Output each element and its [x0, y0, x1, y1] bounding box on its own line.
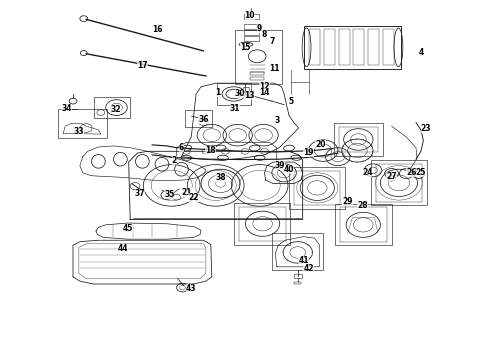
Bar	[334, 123, 383, 156]
Text: 19: 19	[303, 148, 314, 157]
Bar	[250, 72, 264, 75]
Text: 29: 29	[343, 197, 353, 206]
Bar	[339, 30, 349, 65]
Text: 9: 9	[257, 24, 262, 33]
Bar	[304, 26, 401, 69]
Text: 12: 12	[259, 82, 270, 91]
Text: 20: 20	[316, 140, 326, 149]
Text: 13: 13	[245, 91, 255, 100]
Bar	[324, 30, 335, 65]
Text: 36: 36	[198, 114, 209, 123]
Bar	[244, 31, 259, 36]
Text: 45: 45	[122, 224, 133, 233]
Text: 2: 2	[172, 156, 177, 165]
Text: 43: 43	[186, 284, 196, 293]
Bar	[310, 30, 320, 65]
Text: 30: 30	[235, 89, 245, 98]
Text: 7: 7	[269, 37, 274, 46]
Text: 39: 39	[275, 161, 286, 170]
Bar	[94, 97, 130, 118]
Text: 11: 11	[269, 64, 280, 73]
Bar	[58, 109, 107, 138]
Text: 37: 37	[135, 189, 145, 198]
Text: 22: 22	[189, 193, 199, 202]
Text: 38: 38	[215, 173, 226, 182]
Text: 34: 34	[61, 104, 72, 113]
Text: 5: 5	[289, 96, 294, 105]
Text: 41: 41	[298, 256, 309, 265]
Text: 16: 16	[152, 25, 162, 34]
Bar	[217, 83, 251, 105]
Text: 28: 28	[357, 201, 368, 210]
Bar	[244, 24, 259, 29]
Text: 32: 32	[110, 105, 121, 114]
Bar	[244, 14, 259, 19]
Bar	[294, 282, 301, 284]
Text: 27: 27	[386, 172, 397, 181]
Text: 4: 4	[418, 48, 423, 57]
Text: 15: 15	[240, 43, 250, 52]
Text: 14: 14	[259, 87, 270, 96]
Text: 10: 10	[245, 10, 255, 19]
Bar	[243, 92, 249, 95]
Text: 18: 18	[205, 146, 216, 155]
Text: 35: 35	[164, 190, 174, 199]
Text: 6: 6	[179, 143, 184, 152]
Text: 1: 1	[216, 87, 221, 96]
Bar	[250, 77, 264, 80]
Text: 23: 23	[420, 123, 431, 132]
Text: 3: 3	[274, 116, 279, 125]
Text: 42: 42	[303, 265, 314, 274]
Text: 21: 21	[181, 188, 192, 197]
Bar	[235, 30, 282, 84]
Bar	[353, 30, 364, 65]
Text: 33: 33	[74, 127, 84, 136]
Text: 26: 26	[406, 168, 416, 177]
Text: 8: 8	[262, 30, 267, 39]
Bar	[234, 203, 291, 244]
Text: 25: 25	[416, 168, 426, 177]
Bar	[289, 167, 345, 209]
Bar	[244, 36, 259, 41]
Bar	[335, 204, 392, 245]
Bar	[294, 274, 302, 278]
Text: 31: 31	[230, 104, 241, 113]
Bar	[185, 110, 212, 127]
Text: 44: 44	[118, 244, 128, 253]
Text: 24: 24	[362, 168, 372, 177]
Bar	[243, 87, 249, 91]
Bar	[383, 30, 393, 65]
Text: 17: 17	[137, 61, 147, 70]
Bar	[368, 30, 379, 65]
Text: 40: 40	[284, 165, 294, 174]
Bar	[272, 233, 323, 270]
Bar	[371, 160, 427, 205]
